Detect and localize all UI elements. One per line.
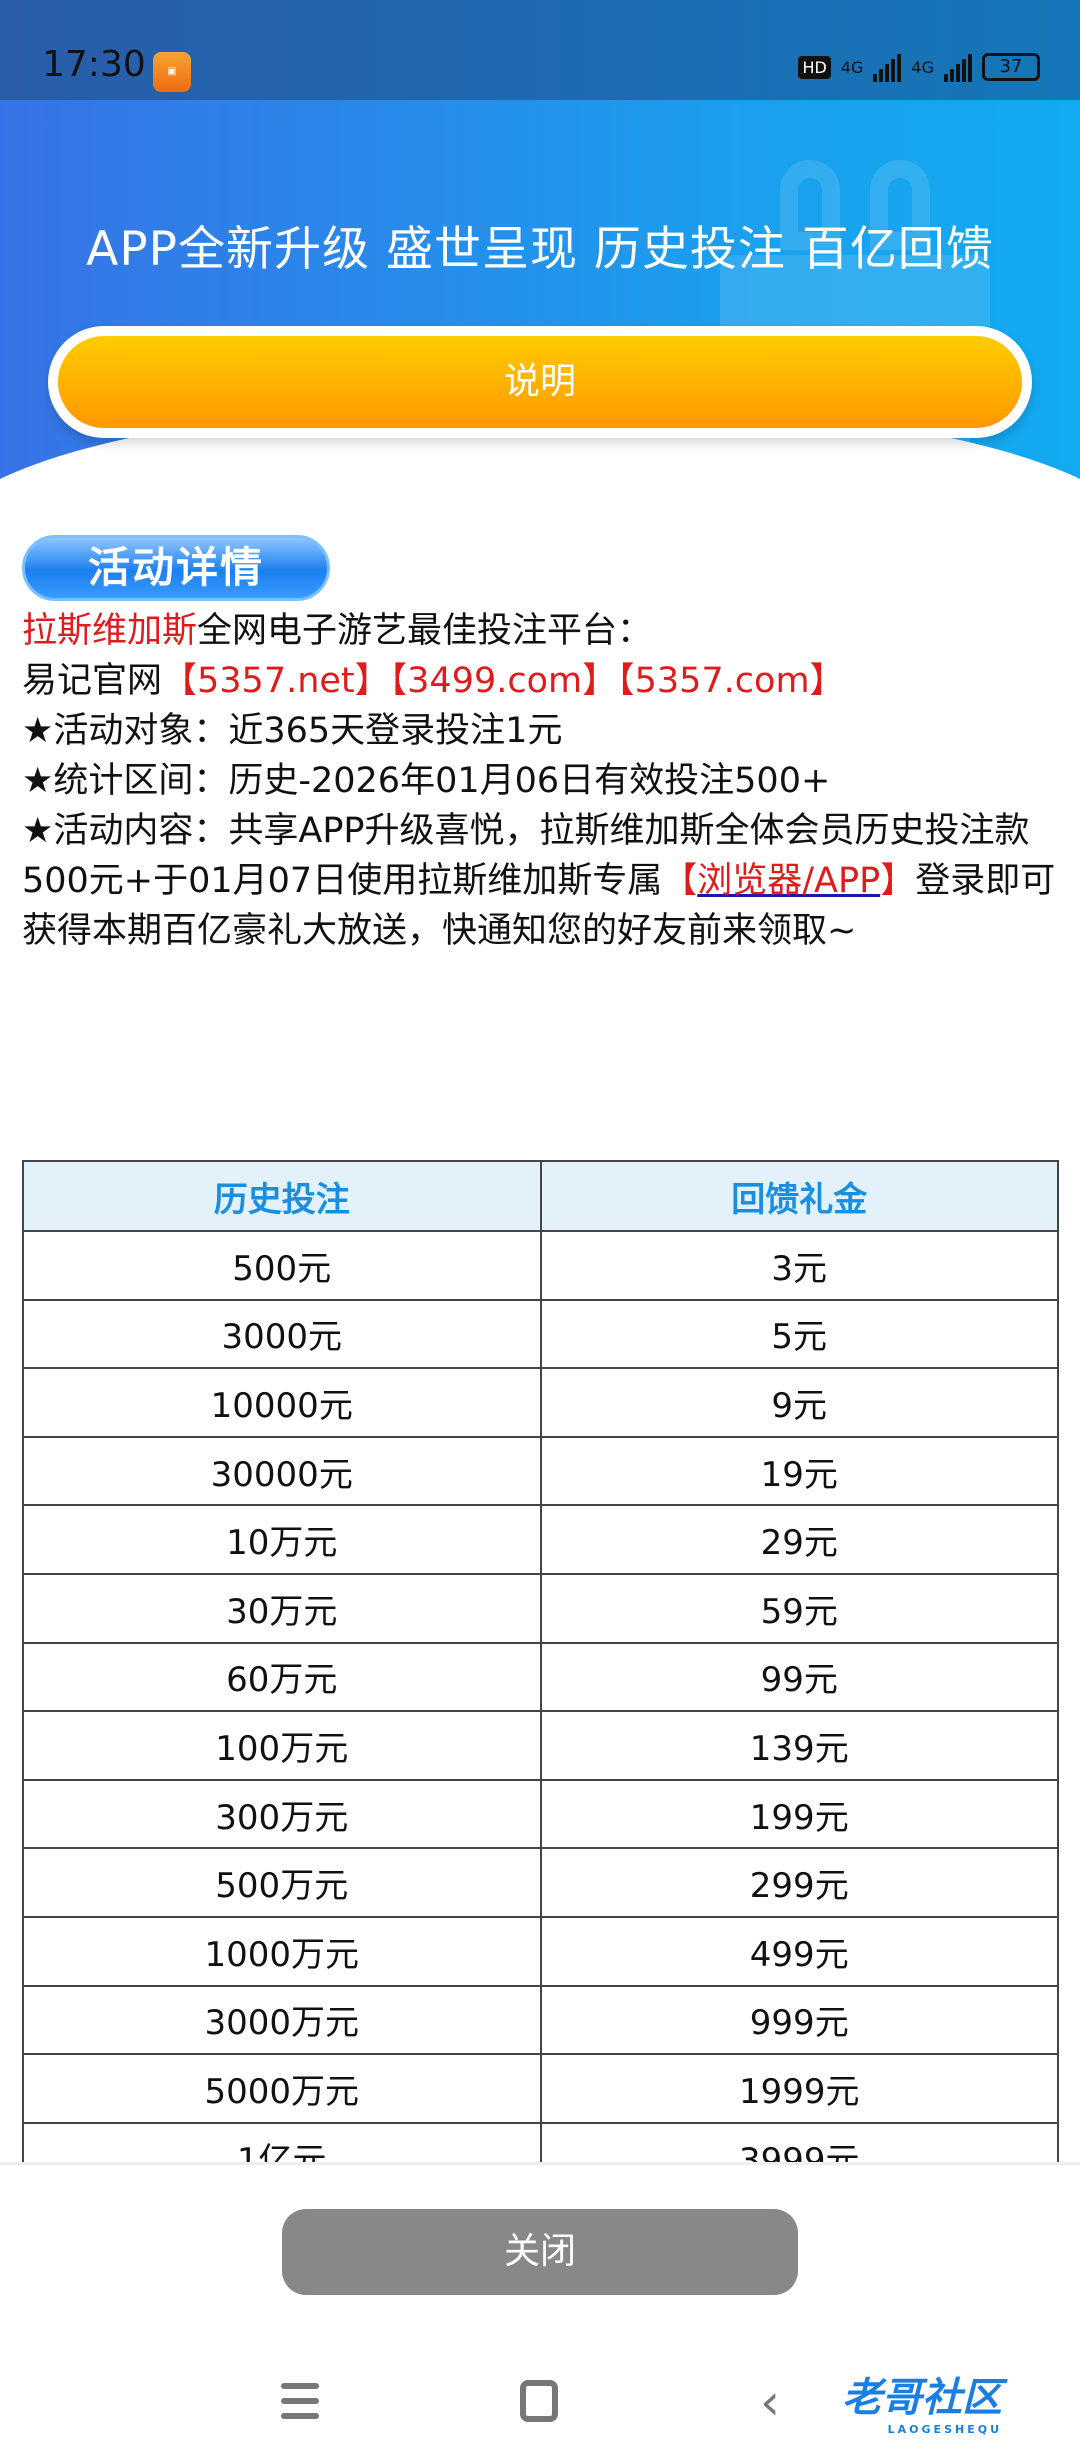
- hd-voice-icon: HD: [798, 55, 831, 79]
- reward-cell: 999元: [539, 1984, 1059, 2056]
- reward-cell: 1999元: [539, 2053, 1059, 2124]
- bet-cell: 10万元: [22, 1504, 542, 1575]
- table-row: 3000元 5元: [22, 1298, 1059, 1370]
- signal-icon-2: [944, 52, 972, 82]
- battery-icon: 37: [982, 53, 1040, 81]
- bet-cell: 60万元: [22, 1641, 542, 1713]
- table-row: 30000元 19元: [22, 1435, 1059, 1507]
- signal-icon: [873, 52, 902, 82]
- platform-desc: 全网电子游艺最佳投注平台：: [197, 611, 653, 651]
- bet-cell: 3000元: [22, 1298, 542, 1370]
- header-banner: APP全新升级 盛世呈现 历史投注 百亿回馈: [0, 100, 1080, 520]
- activity-target: ★活动对象：近365天登录投注1元: [22, 711, 563, 751]
- app-notification-icon: ▣: [153, 52, 191, 92]
- reward-cell: 59元: [539, 1572, 1059, 1644]
- explain-button[interactable]: 说明: [48, 326, 1032, 438]
- reward-cell: 99元: [539, 1641, 1059, 1713]
- bet-cell: 500元: [22, 1230, 542, 1301]
- bet-cell: 30万元: [22, 1572, 542, 1644]
- network-type: 4G: [840, 57, 864, 77]
- browser-app-link[interactable]: 浏览器/APP: [697, 861, 881, 901]
- reward-cell: 29元: [539, 1504, 1059, 1575]
- explain-label: 说明: [58, 336, 1022, 428]
- status-icons: HD 4G 4G 37: [798, 52, 1040, 82]
- header-reward: 回馈礼金: [539, 1160, 1059, 1232]
- bet-cell: 300万元: [22, 1778, 542, 1850]
- status-bar: 17:30 ▣ HD 4G 4G 37: [0, 0, 1080, 100]
- table-header: 历史投注 回馈礼金: [22, 1160, 1059, 1232]
- content-text: ★活动内容：共享APP升级喜悦，拉斯维加斯全体会员历史投注款500元+于01月0…: [22, 811, 1030, 901]
- bet-cell: 1亿元: [22, 2121, 542, 2162]
- reward-cell: 3元: [539, 1230, 1059, 1301]
- reward-cell: 199元: [539, 1778, 1059, 1850]
- bet-cell: 10000元: [22, 1367, 542, 1438]
- table-row: 5000万元 1999元: [22, 2053, 1059, 2124]
- site-link[interactable]: 【5357.com】: [617, 661, 845, 701]
- reward-table: 历史投注 回馈礼金 500元 3元 3000元 5元 10000元 9元 30000元 19元 1…: [22, 1160, 1059, 2162]
- reward-cell: 299元: [539, 1847, 1059, 1918]
- reward-table-container[interactable]: 历史投注 回馈礼金 500元 3元 3000元 5元 10000元 9元 30000元 19元 1…: [22, 1160, 1059, 2162]
- network-type-2: 4G: [911, 57, 934, 77]
- reward-cell: 3999元: [539, 2121, 1059, 2162]
- site-link[interactable]: 【3499.com】: [389, 661, 618, 701]
- bet-cell: 100万元: [22, 1710, 542, 1781]
- reward-cell: 5元: [539, 1298, 1059, 1370]
- bracket: 【: [662, 861, 698, 901]
- table-row: 500元 3元: [22, 1230, 1059, 1301]
- table-row: 10万元 29元: [22, 1504, 1059, 1575]
- table-row: 60万元 99元: [22, 1641, 1059, 1713]
- bet-cell: 30000元: [22, 1435, 542, 1507]
- bet-cell: 5000万元: [22, 2053, 542, 2124]
- back-icon[interactable]: ‹: [760, 2373, 780, 2431]
- bracket: 】: [880, 861, 916, 901]
- recent-apps-icon[interactable]: [281, 2383, 319, 2428]
- watermark-logo: 老哥社区 LAOGESHEQU: [842, 2365, 1002, 2436]
- reward-cell: 139元: [539, 1710, 1059, 1781]
- activity-details-badge: 活动详情: [22, 535, 330, 601]
- table-row: 30万元 59元: [22, 1572, 1059, 1644]
- table-row: 100万元 139元: [22, 1710, 1059, 1781]
- reward-cell: 19元: [539, 1435, 1059, 1507]
- site-label: 易记官网: [22, 661, 163, 701]
- reward-cell: 499元: [539, 1915, 1059, 1987]
- bet-cell: 3000万元: [22, 1984, 542, 2056]
- bet-cell: 500万元: [22, 1847, 542, 1918]
- content-text: 登录即可获得本期百亿豪礼大放送，快通知您的好友前来领取~: [22, 861, 1056, 951]
- home-icon[interactable]: [520, 2380, 558, 2422]
- table-row: 10000元 9元: [22, 1367, 1059, 1438]
- header-history-bet: 历史投注: [22, 1160, 542, 1232]
- table-row: 3000万元 999元: [22, 1984, 1059, 2056]
- table-row: 300万元 199元: [22, 1778, 1059, 1850]
- watermark-text: 老哥社区: [842, 2375, 1002, 2421]
- page-title: APP全新升级 盛世呈现 历史投注 百亿回馈: [86, 222, 994, 277]
- site-link[interactable]: 【5357.net】: [162, 661, 390, 701]
- reward-cell: 9元: [539, 1367, 1059, 1438]
- watermark-sub: LAOGESHEQU: [887, 2423, 1002, 2436]
- activity-period: ★统计区间：历史-2026年01月06日有效投注500+: [22, 761, 831, 801]
- bet-cell: 1000万元: [22, 1915, 542, 1987]
- table-row: 500万元 299元: [22, 1847, 1059, 1918]
- table-row: 1000万元 499元: [22, 1915, 1059, 1987]
- table-row: 1亿元 3999元: [22, 2121, 1059, 2162]
- bottom-bar: 关闭 ‹ 老哥社区 LAOGESHEQU: [0, 2162, 1080, 2460]
- status-time: 17:30: [42, 44, 146, 85]
- close-button[interactable]: 关闭: [282, 2209, 798, 2295]
- brand-name: 拉斯维加斯: [22, 611, 198, 651]
- activity-details: 拉斯维加斯全网电子游艺最佳投注平台： 易记官网【5357.net】【3499.c…: [22, 606, 1062, 956]
- activity-content: ★活动内容：共享APP升级喜悦，拉斯维加斯全体会员历史投注款500元+于01月0…: [22, 806, 1062, 956]
